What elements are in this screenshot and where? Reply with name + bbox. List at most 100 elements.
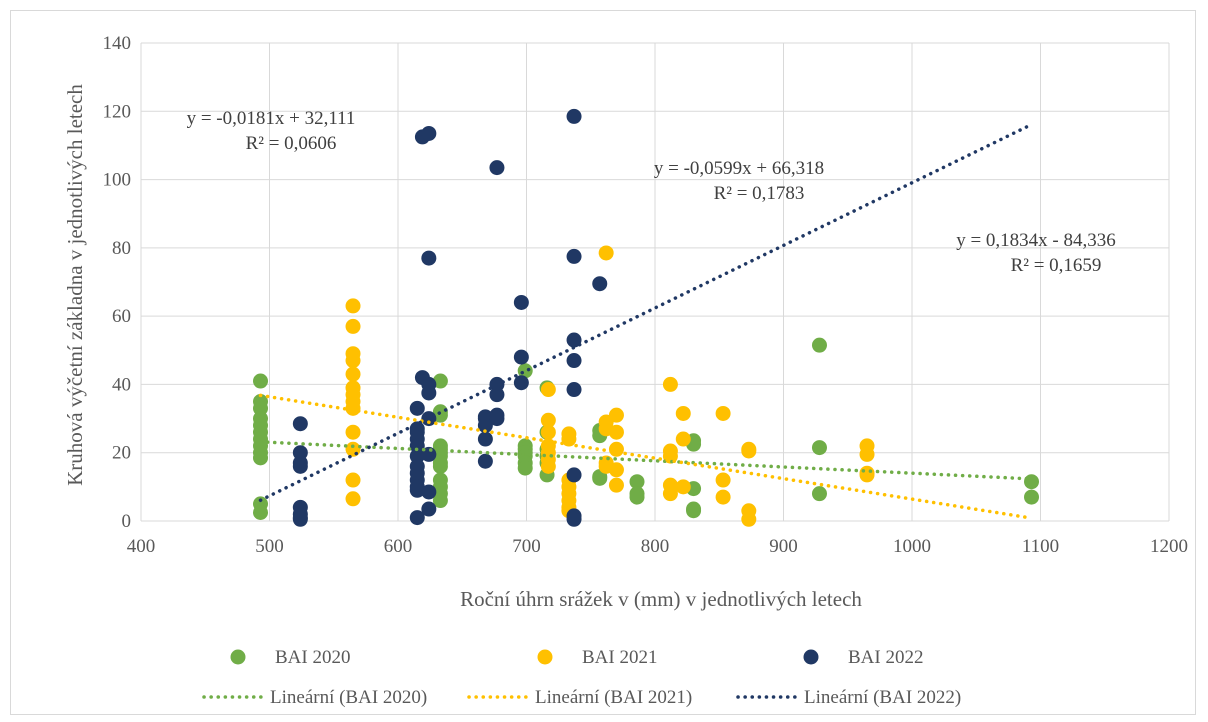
x-tick-label: 1100 xyxy=(1022,536,1059,557)
data-point xyxy=(517,363,533,379)
data-point xyxy=(566,467,582,483)
data-point xyxy=(629,474,645,490)
data-point xyxy=(566,382,582,398)
data-point xyxy=(345,441,361,457)
data-point xyxy=(432,458,448,474)
series-3-points xyxy=(292,108,608,527)
data-point xyxy=(477,453,493,469)
legend-entry-3: BAI 2022 xyxy=(803,647,923,668)
grid-lines xyxy=(140,42,1170,522)
data-point xyxy=(432,493,448,509)
data-point xyxy=(345,366,361,382)
data-point xyxy=(566,332,582,348)
y-tick-label: 120 xyxy=(103,101,132,122)
data-point xyxy=(421,385,437,401)
data-point xyxy=(292,511,308,527)
data-point xyxy=(608,462,624,478)
data-point xyxy=(1024,474,1040,490)
data-point xyxy=(675,479,691,495)
data-point xyxy=(608,424,624,440)
trendline-2 xyxy=(258,393,1034,520)
scatter-chart: 0 20 40 60 80 100 120 140 400 500 600 700 800 900 100… xyxy=(63,33,1188,708)
trendline-r2: R² = 0,1783 xyxy=(714,183,805,204)
data-point xyxy=(629,489,645,505)
data-point xyxy=(675,431,691,447)
data-point xyxy=(566,511,582,527)
data-point xyxy=(811,337,827,353)
x-tick-label: 700 xyxy=(512,536,541,557)
data-point xyxy=(345,400,361,416)
data-point xyxy=(675,405,691,421)
legend-marker xyxy=(803,649,819,665)
legend-label: BAI 2021 xyxy=(582,647,657,668)
legend-entry-1: BAI 2020 xyxy=(230,647,350,668)
data-point xyxy=(253,450,269,466)
data-point xyxy=(421,125,437,141)
data-point xyxy=(566,353,582,369)
legend-entry-2: BAI 2021 xyxy=(537,647,657,668)
data-point xyxy=(489,160,505,176)
data-point xyxy=(1024,489,1040,505)
data-point xyxy=(608,407,624,423)
legend-trend-entry-2: Lineární (BAI 2021) xyxy=(467,687,692,708)
data-point xyxy=(540,424,556,440)
x-tick-label: 400 xyxy=(127,536,156,557)
data-point xyxy=(741,443,757,459)
data-point xyxy=(513,349,529,365)
data-point xyxy=(566,108,582,124)
x-tick-label: 800 xyxy=(641,536,670,557)
data-point xyxy=(409,482,425,498)
data-point xyxy=(662,376,678,392)
data-point xyxy=(253,504,269,520)
trendline-r2: R² = 0,1659 xyxy=(1011,255,1102,276)
data-point xyxy=(421,250,437,266)
data-point xyxy=(345,472,361,488)
x-axis-title: Roční úhrn srážek v (mm) v jednotlivých … xyxy=(460,587,862,611)
data-point xyxy=(662,486,678,502)
data-points xyxy=(253,108,1040,527)
data-point xyxy=(292,458,308,474)
x-tick-label: 600 xyxy=(384,536,413,557)
legend-marker xyxy=(537,649,553,665)
x-tick-label: 1000 xyxy=(893,536,931,557)
data-point xyxy=(477,417,493,433)
data-point xyxy=(859,467,875,483)
data-point xyxy=(513,294,529,310)
data-point xyxy=(540,412,556,428)
data-point xyxy=(686,503,702,519)
x-tick-label: 1200 xyxy=(1150,536,1188,557)
data-point xyxy=(432,373,448,389)
legend-label: BAI 2022 xyxy=(848,647,923,668)
data-point xyxy=(608,441,624,457)
trendline-equations: y = -0,0181x + 32,111 R² = 0,0606 y = -0,0… xyxy=(187,108,1116,276)
data-point xyxy=(477,431,493,447)
legend-trend-entry-1: Lineární (BAI 2020) xyxy=(202,687,427,708)
y-tick-label: 80 xyxy=(112,238,131,259)
data-point xyxy=(345,353,361,369)
legend-marker xyxy=(230,649,246,665)
trendline-equation: y = -0,0599x + 66,318 xyxy=(654,158,824,179)
y-tick-label: 60 xyxy=(112,306,131,327)
data-point xyxy=(409,400,425,416)
data-point xyxy=(608,477,624,493)
data-point xyxy=(715,405,731,421)
x-tick-label: 900 xyxy=(769,536,798,557)
trendline-equation: y = 0,1834x - 84,336 xyxy=(956,230,1116,251)
trendline-equation: y = -0,0181x + 32,111 xyxy=(187,108,356,129)
data-point xyxy=(253,373,269,389)
trendline-3 xyxy=(258,122,1034,502)
data-point xyxy=(540,458,556,474)
legend-label: BAI 2020 xyxy=(275,647,350,668)
data-point xyxy=(598,245,614,261)
data-point xyxy=(592,276,608,292)
data-point xyxy=(811,486,827,502)
data-point xyxy=(566,248,582,264)
data-point xyxy=(489,387,505,403)
y-tick-label: 40 xyxy=(112,374,131,395)
data-point xyxy=(345,424,361,440)
chart-frame: 0 20 40 60 80 100 120 140 400 500 600 700 800 900 100… xyxy=(10,10,1196,715)
y-axis-ticks: 0 20 40 60 80 100 120 140 xyxy=(103,33,132,532)
data-point xyxy=(292,416,308,432)
y-axis-title: Kruhová výčetní základna v jednotlivých … xyxy=(63,84,87,486)
data-point xyxy=(345,298,361,314)
